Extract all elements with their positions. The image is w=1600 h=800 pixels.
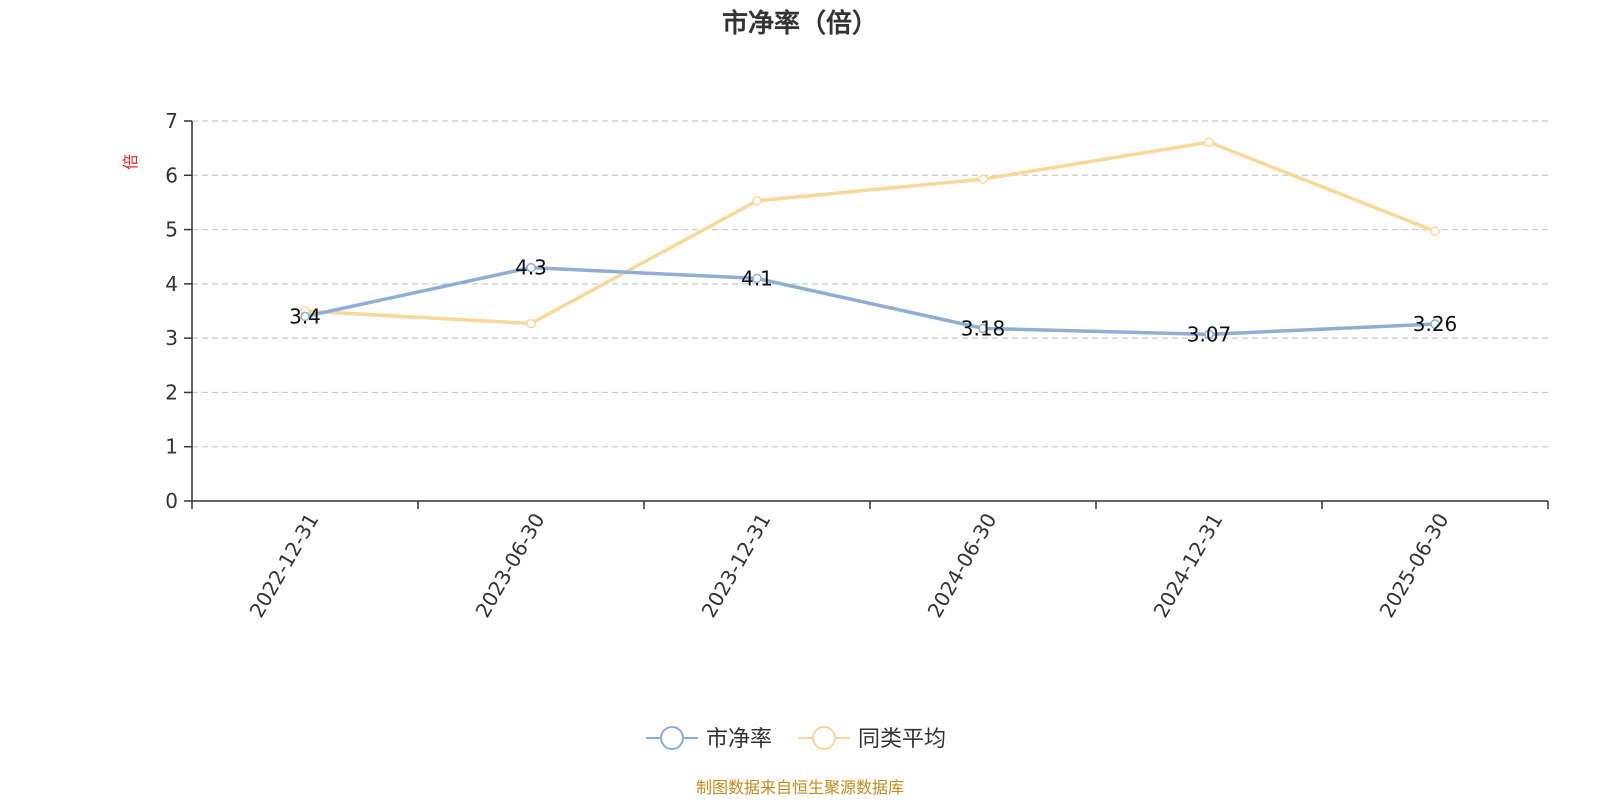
data-point[interactable] [1204, 329, 1214, 340]
data-label: 3.18 [961, 316, 1006, 340]
x-tick-label: 2025-06-30 [1374, 509, 1453, 622]
data-label: 3.07 [1187, 322, 1232, 346]
legend-label: 同类平均 [858, 727, 946, 752]
data-point[interactable] [978, 323, 988, 334]
data-point[interactable] [1430, 226, 1440, 236]
x-tick-label: 2023-12-31 [696, 509, 775, 622]
data-point[interactable] [300, 311, 310, 322]
series-line-1 [304, 140, 1436, 326]
series-line-0 [304, 265, 1436, 337]
y-tick-label: 6 [165, 163, 178, 187]
y-axis-label: 倍 [121, 154, 140, 170]
data-point[interactable] [1204, 137, 1214, 147]
x-tick-label: 2023-06-30 [470, 509, 549, 622]
legend-item-0[interactable]: 市净率 [646, 726, 772, 752]
data-point[interactable] [752, 196, 762, 206]
grid-lines [192, 120, 1548, 448]
legend[interactable]: 市净率 同类平均 [646, 726, 946, 752]
legend-item-1[interactable]: 同类平均 [798, 726, 946, 752]
data-label: 3.26 [1413, 312, 1458, 336]
data-label: 3.4 [289, 304, 321, 328]
y-tick-label: 5 [165, 218, 178, 242]
y-tick-label: 7 [165, 109, 178, 133]
data-label: 4.1 [741, 266, 773, 290]
data-label: 4.3 [515, 256, 547, 280]
axes: 0 1 2 3 4 5 6 7 2022-12-31 2023-06-30 2023-12-31 20… [165, 109, 1549, 622]
data-point[interactable] [1430, 319, 1440, 329]
y-tick-label: 3 [165, 326, 178, 350]
legend-label: 市净率 [706, 727, 772, 752]
x-tick-label: 2024-12-31 [1148, 509, 1227, 622]
data-point[interactable] [526, 262, 536, 273]
data-labels: 3.4 4.3 4.1 3.18 3.07 3.26 [289, 256, 1457, 347]
data-source-note: 制图数据来自恒生聚源数据库 [696, 778, 904, 797]
x-tick-label: 2022-12-31 [244, 509, 323, 622]
legend-marker [660, 726, 684, 750]
data-point[interactable] [978, 174, 988, 184]
chart-title: 市净率（倍） [722, 8, 878, 39]
y-tick-label: 4 [165, 272, 178, 296]
y-tick-label: 0 [165, 489, 178, 513]
y-tick-label: 1 [165, 435, 178, 459]
y-tick-label: 2 [165, 380, 178, 404]
data-point[interactable] [526, 318, 536, 329]
x-tick-label: 2024-06-30 [922, 509, 1001, 622]
data-point[interactable] [752, 273, 762, 284]
legend-marker [812, 726, 836, 750]
series-lines [300, 137, 1440, 340]
